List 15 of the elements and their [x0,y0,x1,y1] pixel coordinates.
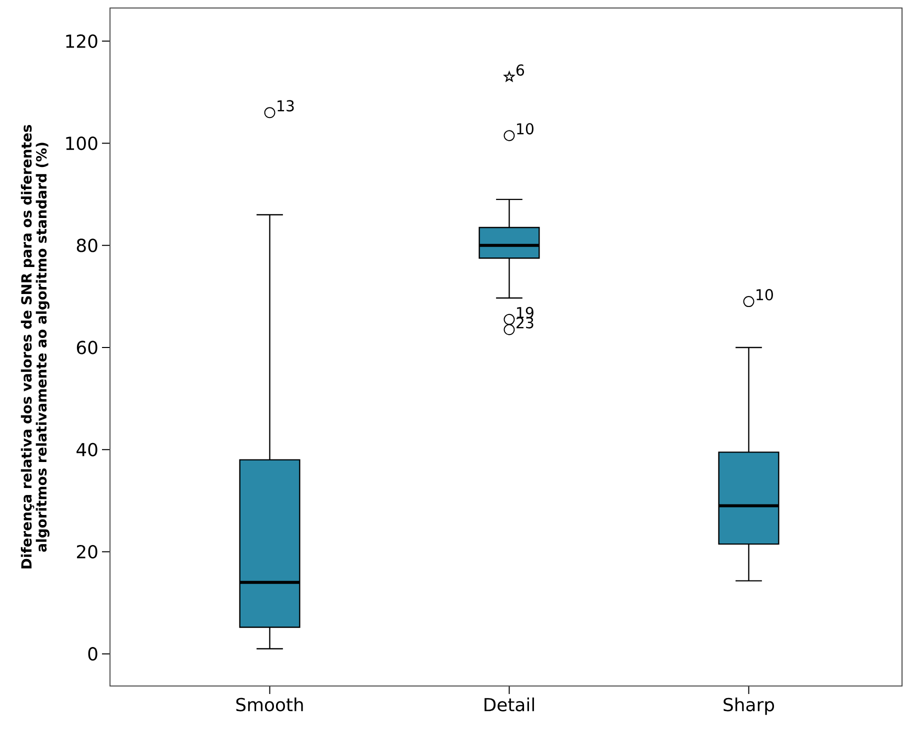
y-tick-label: 100 [66,136,98,150]
y-tick-label: 80 [76,238,98,252]
annotation: 6 [516,64,524,76]
y-tick-label: 120 [66,34,98,48]
y-axis-title: Diferença relativa dos valores de SNR para os diferentes algoritmos relativamente ao algoritmo standard (%) [20,124,50,568]
x-tick-label: Sharp [724,698,774,715]
y-tick-label: 40 [76,442,98,456]
y-tick-label: 20 [76,544,98,559]
x-tick-label: Smooth [236,698,303,712]
x-tick-label: Detail [484,698,534,712]
annotation: 10 [756,289,773,300]
annotation: 13 [278,100,294,112]
annotation: 10 [517,123,534,134]
y-tick-label: 0 [88,647,98,661]
y-tick-label: 60 [76,340,98,354]
